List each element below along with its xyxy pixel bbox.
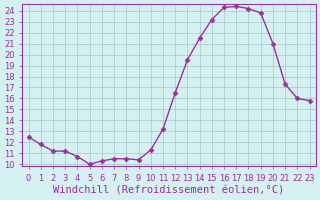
X-axis label: Windchill (Refroidissement éolien,°C): Windchill (Refroidissement éolien,°C) bbox=[53, 186, 285, 196]
